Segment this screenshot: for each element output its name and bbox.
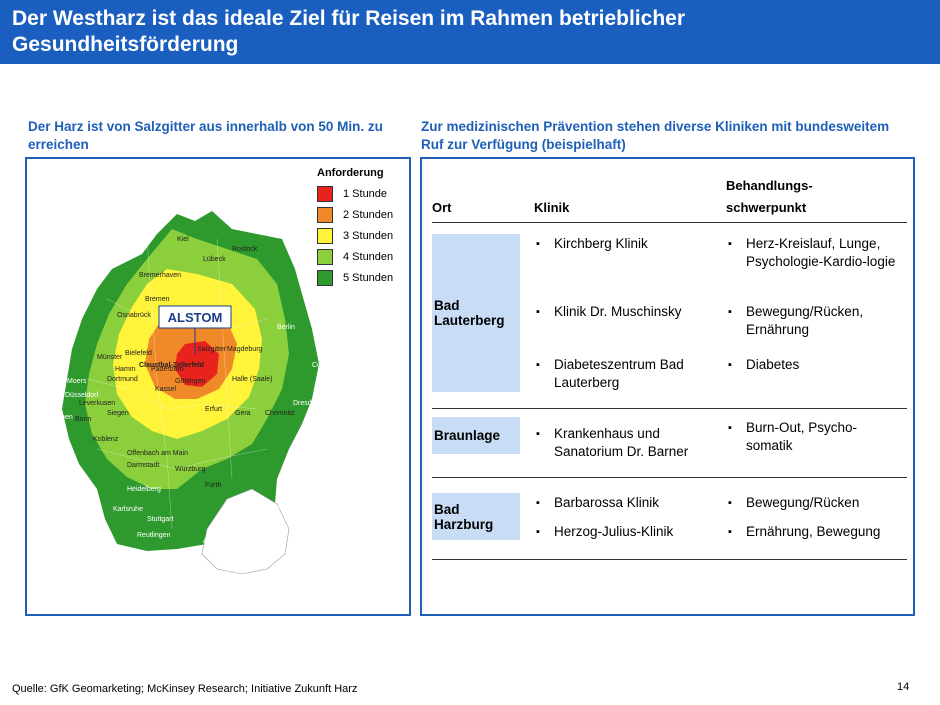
klinik-cell: Klinik Dr. Muschinsky (534, 303, 719, 321)
legend-item: 3 Stunden (317, 225, 393, 246)
header-schwerpunkt-2: schwerpunkt (726, 200, 807, 215)
legend-item: 5 Stunden (317, 267, 393, 288)
ort-cell-bad-lauterberg: Bad Lauterberg (432, 234, 520, 392)
highlight-label: Clausthal-Zellerfeld (139, 362, 204, 369)
city-label: Paderborn (151, 366, 184, 373)
germany-travel-time-map: ALSTOM Clausthal-Zellerfeld Kiel Rostock L… (49, 211, 337, 575)
page-title: Der Westharz ist das ideale Ziel für Rei… (12, 7, 685, 56)
group-divider (432, 408, 907, 409)
header-ort: Ort (432, 200, 452, 215)
right-heading: Zur medizinischen Prävention stehen dive… (421, 119, 890, 152)
city-label: Darmstadt (127, 462, 159, 469)
source-note: Quelle: GfK Geomarketing; McKinsey Resea… (12, 683, 358, 695)
klinik-cell: Diabeteszentrum Bad Lauterberg (534, 356, 709, 392)
klinik-cell: Barbarossa Klinik (534, 494, 719, 512)
city-label: Fürth (205, 482, 221, 489)
legend-swatch (317, 206, 333, 223)
city-label: Dortmund (107, 376, 138, 383)
legend-swatch (317, 227, 333, 244)
city-label: Reutlingen (137, 532, 171, 539)
table-bottom-divider (432, 559, 907, 560)
city-label: Berlin (277, 324, 295, 331)
klinik-cell: Kirchberg Klinik (534, 235, 719, 253)
schwerpunkt-cell: Diabetes (726, 356, 901, 374)
ort-cell-braunlage: Braunlage (432, 417, 520, 454)
zone-1-stunde (175, 341, 219, 387)
klinik-cell: Herzog-Julius-Klinik (534, 523, 719, 541)
city-label: Salzgitter (197, 346, 227, 353)
city-label: Trier (63, 464, 78, 471)
legend-title: Anforderung (317, 167, 384, 179)
city-label: Kiel (177, 236, 189, 243)
city-label: Bonn (75, 416, 91, 423)
city-label: Dresden (293, 400, 320, 407)
schwerpunkt-cell: Bewegung/Rücken, Ernährung (726, 303, 901, 339)
city-label: Göttingen (175, 378, 205, 385)
city-label: Aachen (49, 414, 73, 421)
city-label: Cottbus (312, 362, 337, 369)
klinik-cell: Krankenhaus und Sanatorium Dr. Barner (534, 425, 714, 461)
clinic-table-panel: Ort Klinik Behandlungs- schwerpunkt Bad … (420, 157, 915, 616)
city-label: Koblenz (93, 436, 119, 443)
page-number: 14 (897, 681, 910, 693)
city-label: Magdeburg (227, 346, 263, 353)
city-label: Bremerhaven (139, 272, 181, 279)
legend-label: 4 Stunden (343, 250, 394, 263)
city-label: Heidelberg (127, 486, 161, 493)
city-label: Freiburg im Breisgau (97, 556, 162, 563)
city-label: Augsburg (203, 538, 233, 545)
city-label: Ingolstadt (233, 516, 263, 523)
legend-swatch (317, 269, 333, 286)
city-label: Stuttgart (147, 516, 174, 523)
city-label: Chemnitz (265, 410, 295, 417)
city-label: Karlsruhe (113, 506, 143, 513)
city-label: Rostock (232, 246, 258, 253)
header-klinik: Klinik (534, 200, 570, 215)
logo-text: ALSTOM (168, 310, 223, 325)
group-divider (432, 477, 907, 478)
zone-unreachable (201, 488, 290, 575)
legend-label: 3 Stunden (343, 229, 394, 242)
city-label: München (227, 549, 256, 556)
city-label: Leverkusen (79, 400, 115, 407)
map-panel: ALSTOM Clausthal-Zellerfeld Kiel Rostock L… (25, 157, 411, 616)
schwerpunkt-cell: Bewegung/Rücken (726, 494, 911, 512)
city-label: Offenbach am Main (127, 450, 188, 457)
legend-label: 5 Stunden (343, 271, 394, 284)
city-label: Würzburg (175, 466, 205, 473)
schwerpunkt-cell: Burn-Out, Psycho-somatik (726, 419, 891, 455)
city-label: Osnabrück (117, 312, 151, 319)
legend-label: 1 Stunde (343, 187, 388, 200)
legend-swatch (317, 185, 333, 202)
left-heading: Der Harz ist von Salzgitter aus innerhal… (28, 119, 383, 152)
city-label: Moers (67, 378, 87, 385)
city-label: Regensburg (259, 504, 297, 511)
schwerpunkt-cell: Herz-Kreislauf, Lunge, Psychologie-Kardi… (726, 235, 916, 271)
city-label: Bielefeld (125, 350, 152, 357)
ort-cell-bad-harzburg: Bad Harzburg (432, 493, 520, 540)
city-label: Saarbrücken (57, 492, 97, 499)
header-divider (432, 222, 907, 223)
schwerpunkt-cell: Ernährung, Bewegung (726, 523, 911, 541)
city-label: Düsseldorf (65, 392, 99, 399)
header-schwerpunkt-1: Behandlungs- (726, 178, 813, 193)
city-label: Bremen (145, 296, 170, 303)
city-label: Siegen (107, 410, 129, 417)
legend: Anforderung 1 Stunde 2 Stunden 3 Stunden 4 … (317, 167, 393, 288)
legend-swatch (317, 248, 333, 265)
city-label: Erfurt (205, 406, 222, 413)
city-label: Lübeck (203, 256, 226, 263)
legend-item: 1 Stunde (317, 183, 393, 204)
city-label: Gera (235, 410, 251, 417)
city-label: Kassel (155, 386, 176, 393)
legend-item: 2 Stunden (317, 204, 393, 225)
city-label: Münster (97, 354, 123, 361)
city-label: Halle (Saale) (232, 376, 272, 383)
legend-item: 4 Stunden (317, 246, 393, 267)
title-bar: Der Westharz ist das ideale Ziel für Rei… (0, 0, 940, 64)
legend-label: 2 Stunden (343, 208, 394, 221)
city-label: Hamm (115, 366, 136, 373)
